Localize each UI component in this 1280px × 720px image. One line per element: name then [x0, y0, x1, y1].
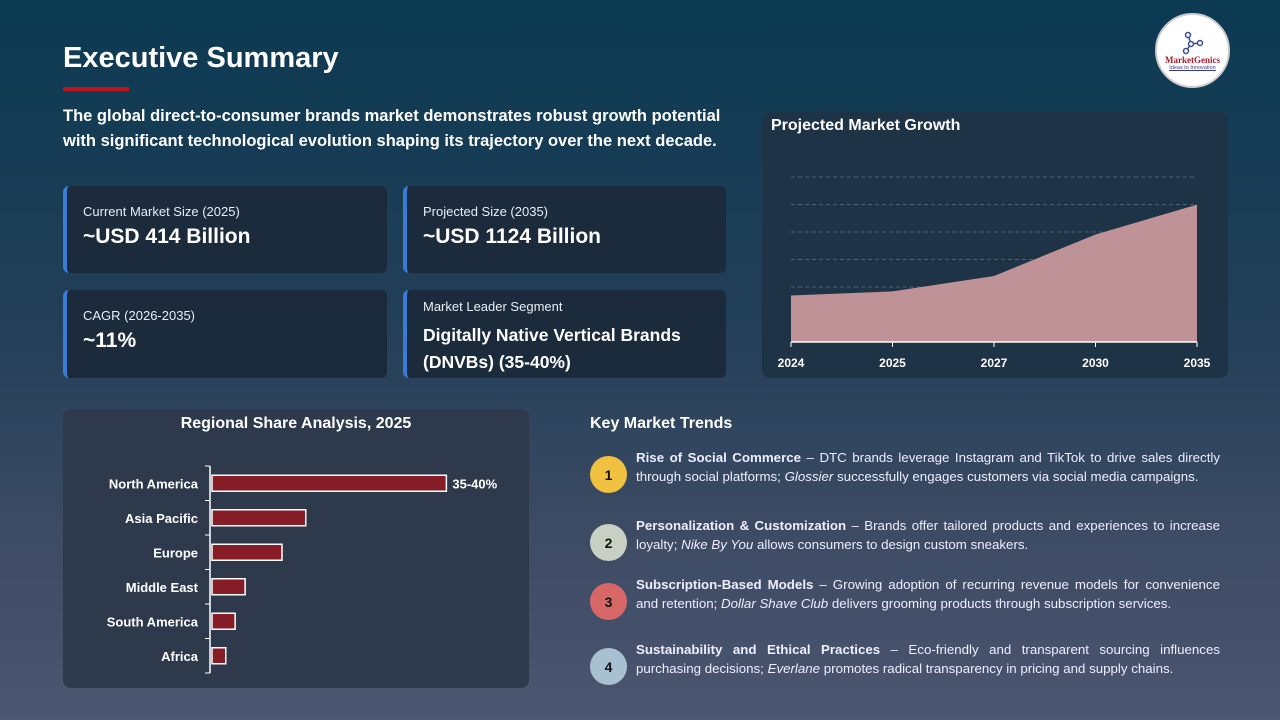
- bar: [211, 578, 246, 596]
- card-value: ~11%: [83, 329, 137, 352]
- trend-brand: Nike By You: [681, 537, 754, 553]
- leader-segment-card: Market Leader Segment Digitally Native V…: [403, 290, 726, 378]
- area-series: [791, 204, 1197, 342]
- chart-title: Projected Market Growth: [771, 117, 961, 134]
- trend-brand: Dollar Shave Club: [721, 596, 829, 612]
- trend-item: 4 Sustainability and Ethical Practices – …: [590, 640, 1220, 685]
- card-value: ~USD 1124 Billion: [423, 225, 601, 248]
- growth-chart-panel: Projected Market Growth 2024 2025 2027 2030…: [762, 111, 1228, 378]
- trend-title: Rise of Social Commerce: [636, 450, 802, 465]
- molecule-icon: [1182, 31, 1203, 54]
- trend-desc: – Eco-friendly and transparent sourcing …: [636, 642, 1220, 677]
- intro-text: The global direct-to-consumer brands mar…: [63, 107, 721, 150]
- trend-item: 2 Personalization & Customization – Brand…: [590, 516, 1220, 561]
- card-value: ~USD 414 Billion: [83, 225, 251, 248]
- x-tick-label: 2030: [1082, 356, 1109, 370]
- bar: [211, 509, 307, 527]
- trend-text: Subscription-Based Models – Growing adop…: [636, 575, 1220, 614]
- trend-number-badge: 4: [590, 648, 627, 685]
- data-label: 35-40%: [452, 476, 497, 491]
- trend-item: 3 Subscription-Based Models – Growing ado…: [590, 575, 1220, 620]
- trend-title: Personalization & Customization: [636, 518, 847, 533]
- trend-desc-end: allows consumers to design custom sneake…: [753, 537, 1029, 553]
- category-label: South America: [107, 614, 199, 629]
- bar: [211, 612, 236, 630]
- trend-number-badge: 3: [590, 583, 627, 620]
- trend-desc: – DTC brands leverage Instagram and TikT…: [636, 450, 1220, 485]
- company-logo: MarketGenics Ideas to Innovation: [1155, 13, 1230, 88]
- trend-desc-end: delivers grooming products through subsc…: [828, 596, 1172, 612]
- trend-desc: – Growing adoption of recurring revenue …: [636, 577, 1220, 612]
- trend-desc-end: successfully engages customers via socia…: [833, 469, 1199, 485]
- logo-name: MarketGenics: [1165, 54, 1220, 65]
- category-label: Asia Pacific: [125, 511, 198, 526]
- trend-number-badge: 2: [590, 524, 627, 561]
- trend-desc: – Brands offer tailored products and exp…: [636, 518, 1220, 553]
- x-tick-label: 2025: [879, 356, 906, 370]
- card-value: Digitally Native Vertical Brands (DNVBs)…: [423, 325, 681, 372]
- trend-item: 1 Rise of Social Commerce – DTC brands le…: [590, 448, 1220, 493]
- current-size-card: Current Market Size (2025) ~USD 414 Bill…: [63, 186, 387, 273]
- x-tick-label: 2024: [778, 356, 805, 370]
- category-label: Africa: [161, 649, 199, 664]
- trend-text: Sustainability and Ethical Practices – E…: [636, 640, 1220, 679]
- bar-chart: North America 35-40% Asia Pacific Europe Mid…: [107, 465, 498, 674]
- trend-brand: Glossier: [784, 469, 834, 485]
- bar: [211, 647, 227, 665]
- bar: [211, 474, 448, 492]
- category-label: North America: [109, 476, 199, 491]
- trend-brand: Everlane: [767, 661, 821, 677]
- category-label: Europe: [153, 545, 198, 560]
- trend-desc-end: promotes radical transparency in pricing…: [820, 661, 1174, 677]
- cagr-card: CAGR (2026-2035) ~11%: [63, 290, 387, 378]
- chart-title: Regional Share Analysis, 2025: [180, 415, 412, 432]
- area-chart: 2024 2025 2027 2030 2035: [778, 176, 1211, 370]
- x-tick-label: 2035: [1184, 356, 1211, 370]
- category-label: Middle East: [126, 580, 199, 595]
- trends-heading: Key Market Trends: [590, 415, 733, 432]
- x-tick-label: 2027: [981, 356, 1008, 370]
- bar: [211, 543, 283, 561]
- card-label: Current Market Size (2025): [83, 204, 240, 219]
- page-title: Executive Summary: [63, 42, 339, 74]
- trend-text: Rise of Social Commerce – DTC brands lev…: [636, 448, 1220, 487]
- projected-size-card: Projected Size (2035) ~USD 1124 Billion: [403, 186, 726, 273]
- card-label: CAGR (2026-2035): [83, 308, 195, 323]
- trend-text: Personalization & Customization – Brands…: [636, 516, 1220, 555]
- title-underline: [63, 87, 129, 91]
- card-label: Projected Size (2035): [423, 204, 549, 219]
- trend-title: Subscription-Based Models: [636, 577, 814, 592]
- trend-number-badge: 1: [590, 456, 627, 493]
- card-label: Market Leader Segment: [423, 299, 563, 314]
- logo-tagline: Ideas to Innovation: [1169, 64, 1216, 71]
- trend-title: Sustainability and Ethical Practices: [636, 642, 881, 657]
- regional-chart-panel: Regional Share Analysis, 2025 North Amer…: [63, 409, 529, 688]
